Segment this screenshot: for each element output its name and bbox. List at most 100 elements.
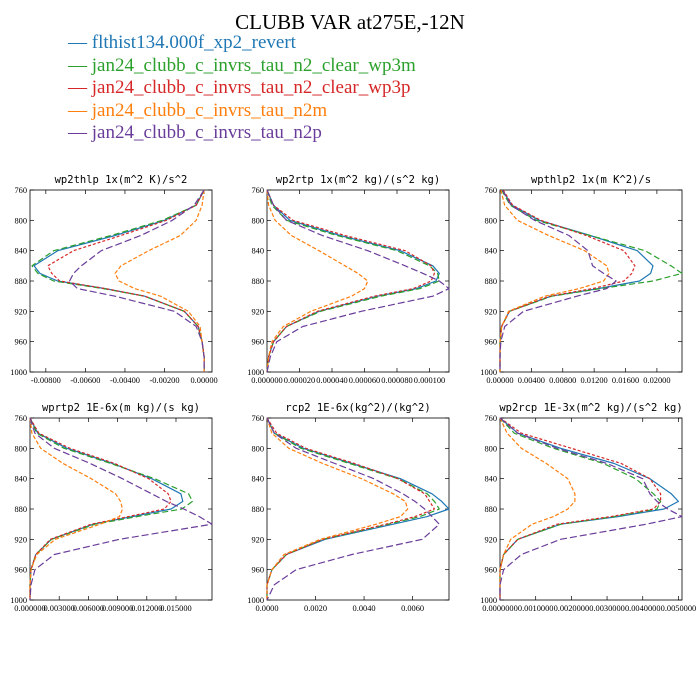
series-line-3 bbox=[266, 417, 435, 600]
x-tick-label: 0.006000 bbox=[73, 604, 104, 613]
x-tick-label: 0.01600 bbox=[612, 376, 639, 385]
x-tick-label: 0.0050000 bbox=[661, 604, 697, 613]
y-tick-label: 840 bbox=[484, 475, 497, 484]
y-tick-label: 800 bbox=[14, 216, 27, 225]
y-tick-label: 760 bbox=[484, 186, 497, 195]
y-tick-label: 880 bbox=[251, 277, 264, 286]
panel-title: wpthlp2 1x(m K^2)/s bbox=[531, 174, 651, 186]
y-tick-label: 760 bbox=[14, 414, 27, 423]
legend-entry-0: — flthist134.000f_xp2_revert bbox=[68, 32, 416, 55]
y-tick-label: 760 bbox=[484, 414, 497, 423]
y-tick-label: 760 bbox=[251, 414, 264, 423]
plot-frame bbox=[499, 417, 683, 601]
plot-frame bbox=[499, 189, 683, 373]
x-tick-label: 0.01200 bbox=[581, 376, 608, 385]
y-tick-label: 960 bbox=[251, 338, 264, 347]
x-tick-label: 0.009000 bbox=[102, 604, 133, 613]
y-tick-label: 880 bbox=[484, 505, 497, 514]
panel-2: wp2rtp 1x(m^2 kg)/(s^2 kg) 760 800 840 880 92… bbox=[247, 174, 450, 385]
legend-entry-2: — jan24_clubb_c_invrs_tau_n2_clear_wp3p bbox=[68, 77, 416, 100]
series-line-3 bbox=[266, 189, 435, 373]
y-tick-label: 840 bbox=[484, 247, 497, 256]
legend: — flthist134.000f_xp2_revert — jan24_clu… bbox=[68, 32, 416, 145]
legend-label: jan24_clubb_c_invrs_tau_n2m bbox=[91, 99, 328, 121]
panel-title: wprtp2 1E-6x(m kg)/(s kg) bbox=[42, 402, 200, 414]
legend-label: jan24_clubb_c_invrs_tau_n2_clear_wp3p bbox=[91, 77, 411, 98]
series-line-3 bbox=[29, 417, 172, 600]
y-tick-label: 920 bbox=[14, 307, 27, 316]
panel-1: wp2thlp 1x(m^2 K)/s^2 760 800 840 880 920 960 1… bbox=[10, 174, 217, 385]
y-tick-label: 920 bbox=[484, 535, 497, 544]
y-tick-label: 800 bbox=[484, 444, 497, 453]
x-tick-label: 0.003000 bbox=[43, 604, 74, 613]
x-tick-label: 0.000000 bbox=[14, 604, 45, 613]
series-line-5 bbox=[68, 189, 205, 372]
y-tick-label: 1000 bbox=[480, 596, 497, 605]
series-line-5 bbox=[266, 417, 440, 601]
series-line-5 bbox=[499, 417, 683, 600]
x-tick-label: 0.00000 bbox=[486, 376, 513, 385]
y-tick-label: 960 bbox=[14, 338, 27, 347]
page-title: CLUBB VAR at275E,-12N bbox=[235, 10, 465, 34]
legend-entry-4: — jan24_clubb_c_invrs_tau_n2p bbox=[68, 122, 416, 145]
panel-title: rcp2 1E-6x(kg^2)/(kg^2) bbox=[285, 402, 430, 414]
series-line-5 bbox=[266, 189, 450, 373]
panel-title: wp2rcp 1E-3x(m^2 kg)/(s^2 kg) bbox=[499, 402, 682, 414]
y-tick-label: 920 bbox=[251, 307, 264, 316]
y-tick-label: 840 bbox=[251, 475, 264, 484]
y-tick-label: 920 bbox=[14, 535, 27, 544]
series-line-2 bbox=[266, 189, 440, 373]
x-tick-label: 0.000080 bbox=[381, 376, 412, 385]
series-line-2 bbox=[499, 417, 662, 600]
y-tick-label: 800 bbox=[251, 444, 264, 453]
legend-entry-1: — jan24_clubb_c_invrs_tau_n2_clear_wp3m bbox=[68, 55, 416, 78]
plot-frame bbox=[266, 189, 450, 373]
series-line-1 bbox=[266, 417, 450, 600]
panel-6: wp2rcp 1E-3x(m^2 kg)/(s^2 kg)760 800 840 88… bbox=[480, 402, 696, 613]
x-tick-label: -0.00200 bbox=[150, 376, 180, 385]
series-line-5 bbox=[499, 189, 617, 372]
x-tick-label: 0.012000 bbox=[131, 604, 162, 613]
y-tick-label: 960 bbox=[484, 566, 497, 575]
x-tick-label: 0.02000 bbox=[643, 376, 670, 385]
x-tick-label: -0.00800 bbox=[31, 376, 61, 385]
legend-label: jan24_clubb_c_invrs_tau_n2_clear_wp3m bbox=[91, 54, 416, 76]
y-tick-label: 800 bbox=[484, 216, 497, 225]
legend-entry-3: — jan24_clubb_c_invrs_tau_n2m bbox=[68, 100, 416, 123]
x-tick-label: 0.0000 bbox=[255, 604, 278, 613]
y-tick-label: 920 bbox=[484, 307, 497, 316]
x-tick-label: 0.015000 bbox=[160, 604, 191, 613]
x-tick-label: 0.0040 bbox=[353, 604, 376, 613]
series-line-3 bbox=[499, 417, 662, 600]
y-tick-label: 840 bbox=[251, 247, 264, 256]
y-tick-label: 800 bbox=[14, 444, 27, 453]
panel-title: wp2thlp 1x(m^2 K)/s^2 bbox=[55, 174, 188, 186]
x-tick-label: 0.000000 bbox=[251, 376, 282, 385]
y-tick-label: 880 bbox=[14, 277, 27, 286]
y-tick-label: 960 bbox=[14, 566, 27, 575]
x-tick-label: 0.0020 bbox=[304, 604, 327, 613]
y-tick-label: 800 bbox=[251, 216, 264, 225]
panel-5: rcp2 1E-6x(kg^2)/(kg^2) 760 800 840 880 920 96… bbox=[247, 402, 450, 613]
x-tick-label: 0.0060 bbox=[401, 604, 424, 613]
series-line-2 bbox=[499, 189, 683, 372]
panel-3: wpthlp2 1x(m K^2)/s 760 800 840 880 920 960 100… bbox=[480, 174, 683, 385]
y-tick-label: 920 bbox=[251, 535, 264, 544]
series-line-4 bbox=[266, 189, 369, 373]
series-line-1 bbox=[266, 189, 440, 373]
y-tick-label: 1000 bbox=[247, 368, 264, 377]
y-tick-label: 1000 bbox=[10, 596, 27, 605]
panel-title: wp2rtp 1x(m^2 kg)/(s^2 kg) bbox=[276, 174, 440, 186]
x-tick-label: 0.00000 bbox=[190, 376, 217, 385]
series-line-4 bbox=[499, 417, 576, 600]
series-line-4 bbox=[266, 417, 409, 600]
x-tick-label: 0.0020000 bbox=[554, 604, 590, 613]
legend-label: flthist134.000f_xp2_revert bbox=[91, 32, 296, 53]
x-tick-label: -0.00600 bbox=[70, 376, 100, 385]
x-tick-label: 0.0030000 bbox=[589, 604, 625, 613]
y-tick-label: 880 bbox=[484, 277, 497, 286]
series-line-1 bbox=[499, 189, 654, 372]
x-tick-label: 0.00800 bbox=[549, 376, 576, 385]
y-tick-label: 840 bbox=[14, 247, 27, 256]
